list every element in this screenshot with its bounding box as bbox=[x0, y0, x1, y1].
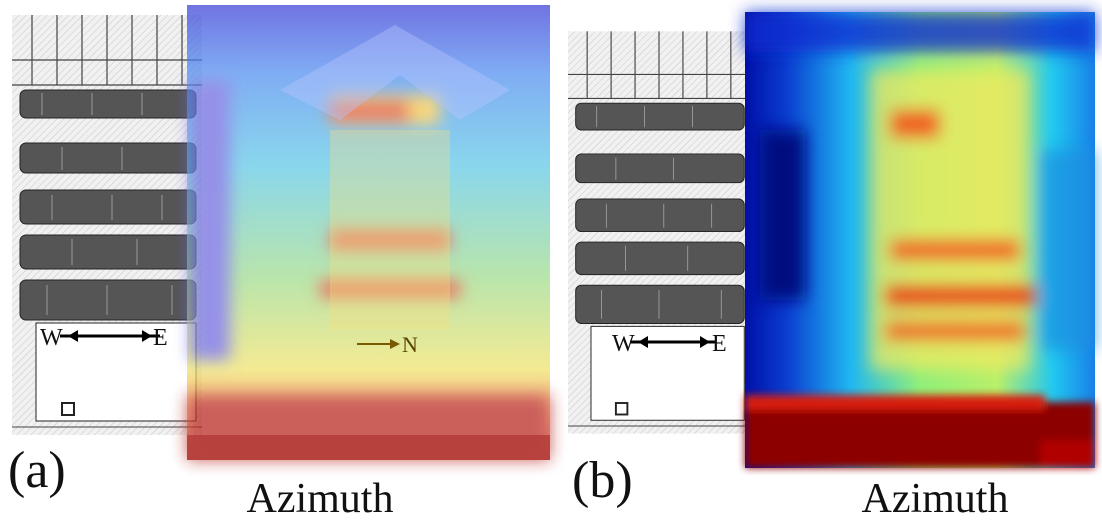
panel-b: W E (b) Azimuth bbox=[568, 12, 1095, 521]
heatmap bbox=[745, 12, 1095, 468]
axis-label: Azimuth bbox=[862, 476, 1009, 521]
panel-a: W E N (a) Azimuth bbox=[8, 5, 550, 521]
direction-label: E bbox=[712, 331, 727, 357]
direction-label: W bbox=[612, 331, 635, 357]
heatmap-overlay bbox=[187, 5, 550, 460]
panel-label: (b) bbox=[572, 452, 633, 509]
direction-label: E bbox=[153, 325, 168, 351]
panel-label: (a) bbox=[8, 442, 66, 499]
direction-label: W bbox=[40, 325, 63, 351]
axis-label: Azimuth bbox=[247, 476, 394, 521]
direction-label: N bbox=[402, 332, 418, 357]
